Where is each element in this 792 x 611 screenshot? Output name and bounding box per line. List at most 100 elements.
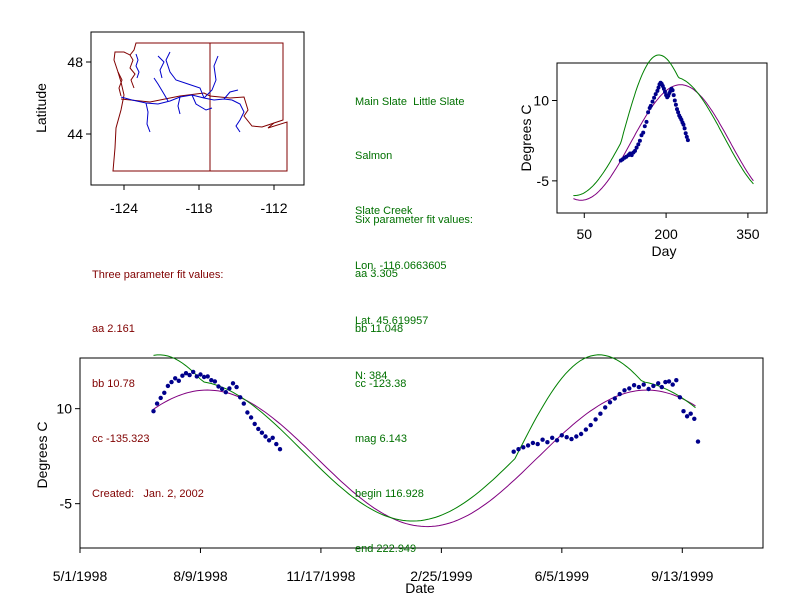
day-data-point bbox=[633, 148, 637, 153]
date-x-tick-label: 8/9/1998 bbox=[173, 568, 228, 584]
day-data-point bbox=[675, 107, 679, 112]
date-data-point bbox=[688, 411, 693, 416]
date-x-tick-label: 5/1/1998 bbox=[53, 568, 108, 584]
date-data-point bbox=[241, 401, 246, 406]
date-data-point bbox=[245, 410, 250, 415]
day-data-point bbox=[685, 138, 690, 143]
day-three-param-fit-line bbox=[573, 84, 754, 201]
date-data-point bbox=[525, 443, 531, 448]
date-data-point bbox=[535, 441, 540, 447]
date-data-point bbox=[230, 381, 236, 386]
day-chart-points bbox=[618, 80, 690, 163]
date-x-tick-label: 6/5/1999 bbox=[535, 568, 590, 584]
day-data-point bbox=[683, 131, 688, 136]
date-data-point bbox=[550, 435, 555, 440]
date-chart-x-label: Date bbox=[405, 580, 435, 596]
willamette-river bbox=[145, 102, 151, 133]
date-data-point bbox=[588, 422, 593, 428]
date-data-point bbox=[194, 374, 199, 379]
three-param-cc: cc -135.323 bbox=[92, 433, 150, 446]
date-data-point bbox=[238, 395, 243, 400]
day-y-tick-label: -5 bbox=[537, 173, 550, 189]
station-basin: Salmon bbox=[355, 150, 393, 163]
date-chart-points bbox=[151, 369, 701, 454]
date-data-point bbox=[646, 386, 651, 392]
date-data-point bbox=[270, 435, 275, 440]
station-latitude: Lat. 45.619957 bbox=[355, 315, 429, 328]
date-data-point bbox=[187, 372, 192, 378]
date-data-point bbox=[651, 383, 656, 389]
date-data-point bbox=[511, 449, 516, 454]
date-data-point bbox=[259, 430, 265, 435]
day-data-point bbox=[642, 124, 647, 129]
date-data-point bbox=[670, 382, 675, 387]
date-data-point bbox=[151, 409, 156, 414]
date-data-point bbox=[666, 379, 672, 384]
date-data-point bbox=[593, 417, 598, 422]
date-data-point bbox=[219, 386, 225, 392]
date-data-point bbox=[607, 400, 613, 405]
day-chart-y-label: Degrees C bbox=[518, 105, 534, 172]
date-chart-y-label: Degrees C bbox=[34, 422, 50, 489]
date-chart-fit-lines bbox=[153, 354, 696, 528]
day-data-point bbox=[648, 103, 653, 108]
date-data-point bbox=[205, 374, 210, 379]
date-data-point bbox=[583, 427, 589, 432]
three-param-title: Three parameter fit values: bbox=[92, 268, 224, 281]
date-y-tick-label: 10 bbox=[56, 401, 72, 417]
date-data-point bbox=[180, 373, 185, 378]
date-data-point bbox=[564, 435, 569, 440]
date-data-point bbox=[622, 388, 627, 393]
date-data-point bbox=[659, 384, 664, 390]
day-data-point bbox=[637, 138, 642, 143]
six-param-mag: mag 6.143 bbox=[355, 433, 407, 446]
six-param-end: end 222.949 bbox=[355, 542, 417, 555]
day-chart-axes: 50 200 350 10 -5 bbox=[533, 93, 759, 243]
day-data-point bbox=[681, 122, 686, 127]
date-x-tick-label: 2/25/1999 bbox=[410, 568, 472, 584]
day-data-point bbox=[634, 145, 639, 150]
day-data-point bbox=[656, 85, 661, 90]
date-data-point bbox=[263, 434, 268, 439]
six-param-cc: cc -123.38 bbox=[355, 378, 407, 391]
day-x-tick-label: 200 bbox=[654, 226, 678, 242]
six-param-begin: begin 116.928 bbox=[355, 488, 424, 501]
day-chart: 50 200 350 10 -5 Day Degrees C bbox=[518, 54, 768, 259]
date-data-point bbox=[641, 382, 646, 387]
date-data-point bbox=[578, 431, 584, 437]
day-data-point bbox=[646, 110, 651, 115]
columbia-upper bbox=[165, 51, 205, 99]
map-x-tick-label-124: -124 bbox=[110, 200, 138, 216]
day-chart-fit-lines bbox=[573, 54, 754, 201]
date-data-point bbox=[677, 395, 683, 400]
date-chart-axes: 5/1/1998 8/9/1998 11/17/1998 2/25/1999 6/5/1… bbox=[53, 401, 714, 584]
six-param-block: Six parameter fit values: aa 3.305 bb 11… bbox=[355, 174, 473, 577]
day-data-point bbox=[644, 119, 649, 124]
john-day-river bbox=[191, 94, 213, 111]
day-data-point bbox=[671, 93, 676, 98]
date-data-point bbox=[212, 379, 218, 384]
snake-river bbox=[231, 99, 245, 133]
day-data-point bbox=[676, 110, 681, 115]
date-data-point bbox=[201, 374, 207, 380]
date-data-point bbox=[274, 441, 279, 447]
location-map: Latitude 48 44 -124 -118 -112 bbox=[33, 31, 305, 216]
date-data-point bbox=[256, 426, 261, 432]
day-data-point bbox=[652, 95, 657, 100]
map-x-axis: -124 -118 -112 bbox=[110, 185, 288, 216]
date-data-point bbox=[248, 415, 254, 420]
date-data-point bbox=[663, 379, 668, 385]
date-data-point bbox=[684, 414, 690, 419]
three-param-bb: bb 10.78 bbox=[92, 378, 135, 391]
day-chart-plot-area bbox=[556, 62, 768, 214]
date-data-point bbox=[209, 378, 214, 383]
date-data-point bbox=[631, 383, 637, 388]
date-data-point bbox=[216, 384, 221, 389]
day-data-point bbox=[641, 130, 646, 135]
station-river-names: Main Slate Little Slate bbox=[355, 95, 465, 108]
washington-oregon-border bbox=[120, 92, 275, 128]
date-six-param-fit-line bbox=[153, 354, 696, 522]
map-y-axis: Latitude 48 44 bbox=[33, 54, 91, 142]
day-chart-x-label: Day bbox=[652, 243, 677, 259]
